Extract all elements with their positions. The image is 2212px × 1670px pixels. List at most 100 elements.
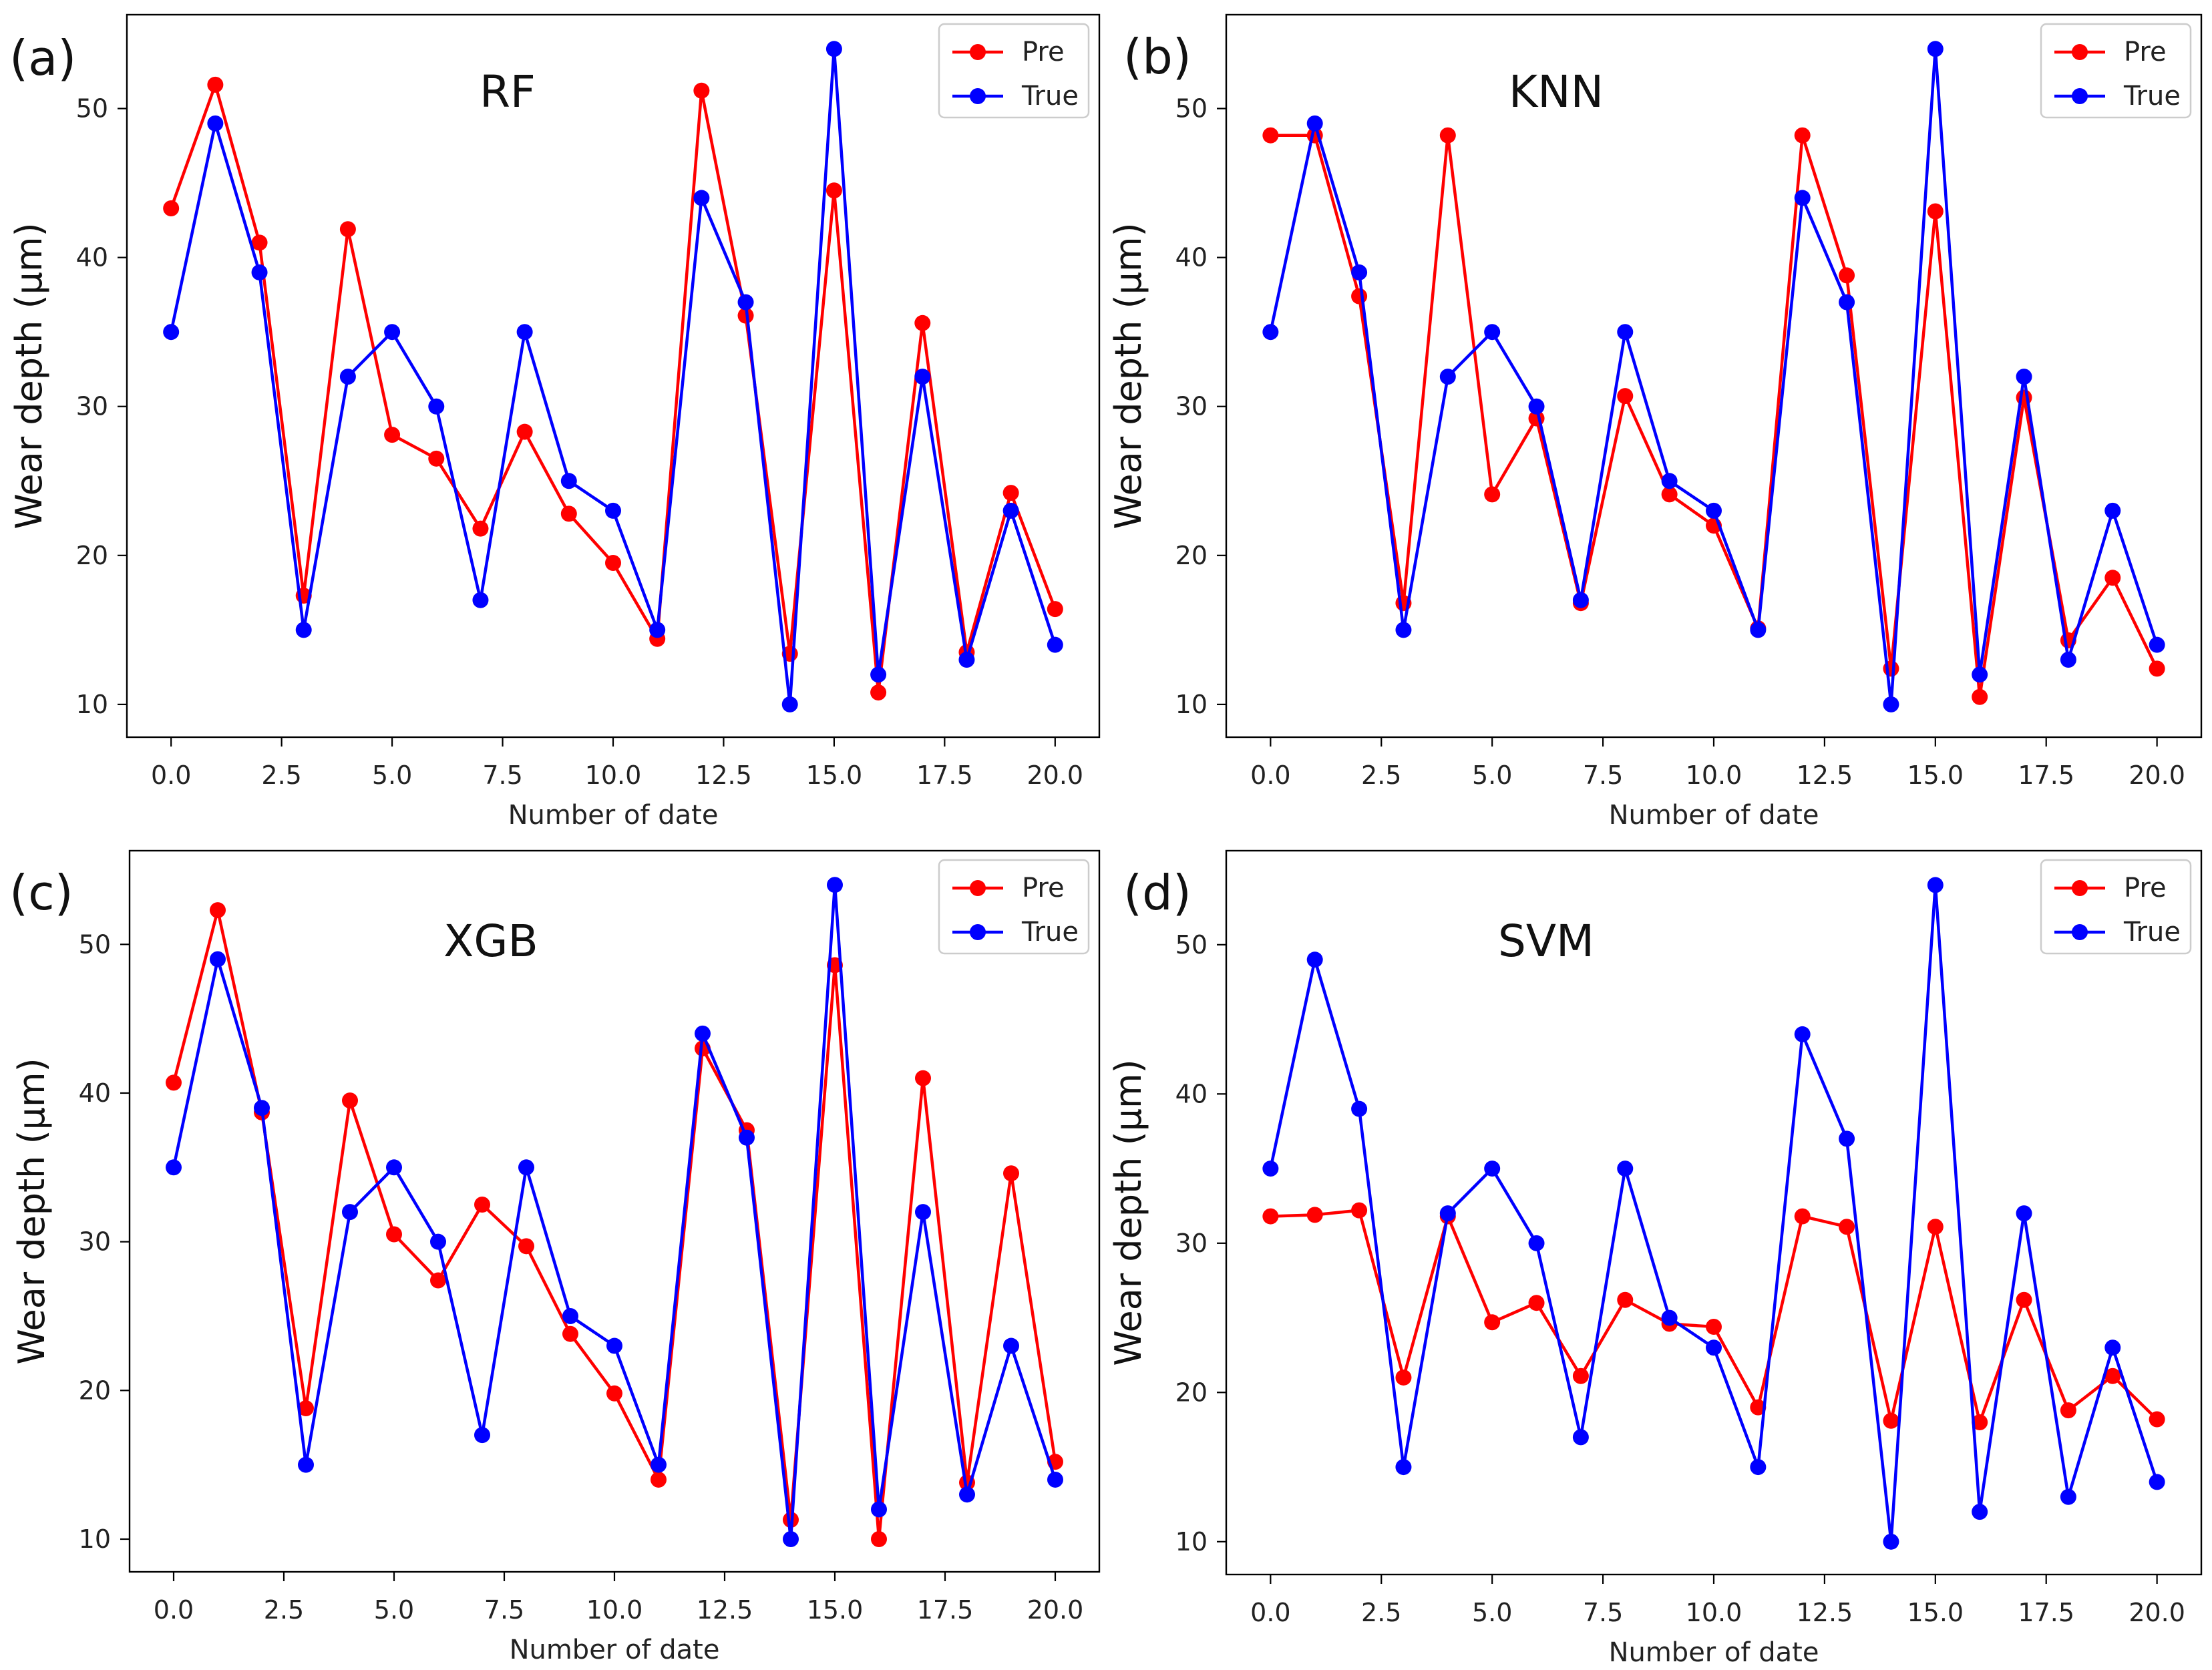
y-axis-label: Wear depth (μm) <box>8 222 50 529</box>
x-tick-label: 12.5 <box>697 1595 753 1625</box>
point-true <box>472 592 489 608</box>
x-tick-label: 12.5 <box>695 761 752 790</box>
x-tick-label: 17.5 <box>2018 1598 2074 1627</box>
x-tick-label: 15.0 <box>1907 1598 1964 1627</box>
chart-title: RF <box>480 66 536 118</box>
point-true <box>2104 1339 2121 1356</box>
point-true <box>958 651 975 668</box>
point-true <box>649 622 666 638</box>
x-tick-label: 10.0 <box>1686 1598 1742 1627</box>
x-tick-label: 2.5 <box>264 1595 304 1625</box>
point-pre <box>516 423 533 440</box>
point-pre <box>1003 1165 1019 1182</box>
point-true <box>1927 877 1944 893</box>
point-true <box>1661 1309 1678 1326</box>
point-pre <box>651 1471 667 1488</box>
x-tick-label: 2.5 <box>1361 761 1401 790</box>
y-tick-label: 50 <box>79 929 111 959</box>
point-true <box>560 473 577 489</box>
x-tick-label: 12.5 <box>1797 761 1853 790</box>
point-true <box>1047 636 1063 653</box>
point-true <box>430 1233 446 1250</box>
y-tick-label: 20 <box>1175 1378 1208 1407</box>
y-tick-label: 50 <box>1175 94 1208 124</box>
y-tick-label: 30 <box>76 392 108 421</box>
point-true <box>1972 666 1988 683</box>
x-tick-label: 20.0 <box>1027 761 1084 790</box>
point-pre <box>2016 1291 2032 1308</box>
point-true <box>1706 502 1722 519</box>
point-true <box>518 1159 534 1176</box>
point-true <box>693 190 710 206</box>
series-line-pre <box>172 908 1057 1541</box>
point-pre <box>1661 486 1678 503</box>
legend-marker-pre <box>2072 880 2088 896</box>
chart-title: KNN <box>1509 66 1604 118</box>
point-true <box>1572 592 1589 608</box>
point-true <box>1002 502 1019 519</box>
y-tick-label: 40 <box>79 1078 111 1108</box>
point-pre <box>1395 1369 1412 1386</box>
point-pre <box>1572 1368 1589 1384</box>
point-pre <box>1706 1318 1722 1335</box>
point-pre <box>2104 1368 2121 1384</box>
point-true <box>915 1204 931 1221</box>
x-tick-label: 10.0 <box>585 761 642 790</box>
point-pre <box>166 1074 182 1091</box>
x-tick-label: 15.0 <box>806 761 863 790</box>
point-pre <box>1351 1202 1368 1219</box>
point-true <box>1839 1130 1855 1147</box>
point-true <box>1617 324 1634 341</box>
point-true <box>166 1159 182 1176</box>
x-tick-label: 20.0 <box>1027 1595 1084 1625</box>
panel-label: (b) <box>1123 29 1191 85</box>
point-true <box>251 264 268 280</box>
point-true <box>2060 651 2076 668</box>
x-tick-label: 5.0 <box>372 761 412 790</box>
legend-marker-pre <box>2072 44 2088 60</box>
y-tick-label: 30 <box>79 1227 111 1257</box>
x-tick-label: 20.0 <box>2129 761 2185 790</box>
point-pre <box>1794 127 1811 144</box>
point-pre <box>1528 1295 1545 1311</box>
point-true <box>739 1129 755 1146</box>
point-true <box>1351 264 1368 280</box>
point-pre <box>2149 1411 2165 1428</box>
point-true <box>871 1501 887 1518</box>
point-pre <box>384 427 401 443</box>
y-tick-label: 50 <box>1175 930 1208 960</box>
y-tick-label: 40 <box>1175 1079 1208 1108</box>
point-true <box>210 951 226 968</box>
x-tick-label: 15.0 <box>1907 761 1964 790</box>
y-tick-label: 10 <box>1175 1527 1208 1556</box>
point-pre <box>605 554 621 571</box>
point-pre <box>1002 485 1019 501</box>
x-tick-label: 10.0 <box>1686 761 1742 790</box>
point-pre <box>825 182 842 199</box>
y-tick-label: 10 <box>76 690 108 719</box>
y-tick-label: 50 <box>76 94 108 124</box>
point-true <box>428 398 445 415</box>
point-true <box>1528 398 1545 415</box>
y-tick-label: 20 <box>79 1376 111 1405</box>
point-pre <box>1839 267 1855 284</box>
x-axis-label: Number of date <box>1609 1637 1819 1668</box>
x-tick-label: 7.5 <box>482 761 522 790</box>
series-line-pre <box>1270 1209 2159 1424</box>
point-true <box>2016 1205 2032 1222</box>
x-tick-label: 7.5 <box>1583 1598 1623 1627</box>
point-pre <box>1972 1414 1988 1431</box>
point-true <box>1395 622 1412 638</box>
point-pre <box>163 200 180 217</box>
x-tick-label: 20.0 <box>2129 1598 2185 1627</box>
x-tick-label: 0.0 <box>154 1595 194 1625</box>
x-tick-label: 15.0 <box>807 1595 864 1625</box>
x-tick-label: 2.5 <box>1361 1598 1401 1627</box>
point-pre <box>606 1385 622 1402</box>
point-true <box>295 622 312 638</box>
point-pre <box>1927 1219 1944 1235</box>
x-tick-label: 10.0 <box>586 1595 643 1625</box>
x-tick-label: 0.0 <box>1250 1598 1290 1627</box>
x-axis-label: Number of date <box>510 1635 720 1665</box>
